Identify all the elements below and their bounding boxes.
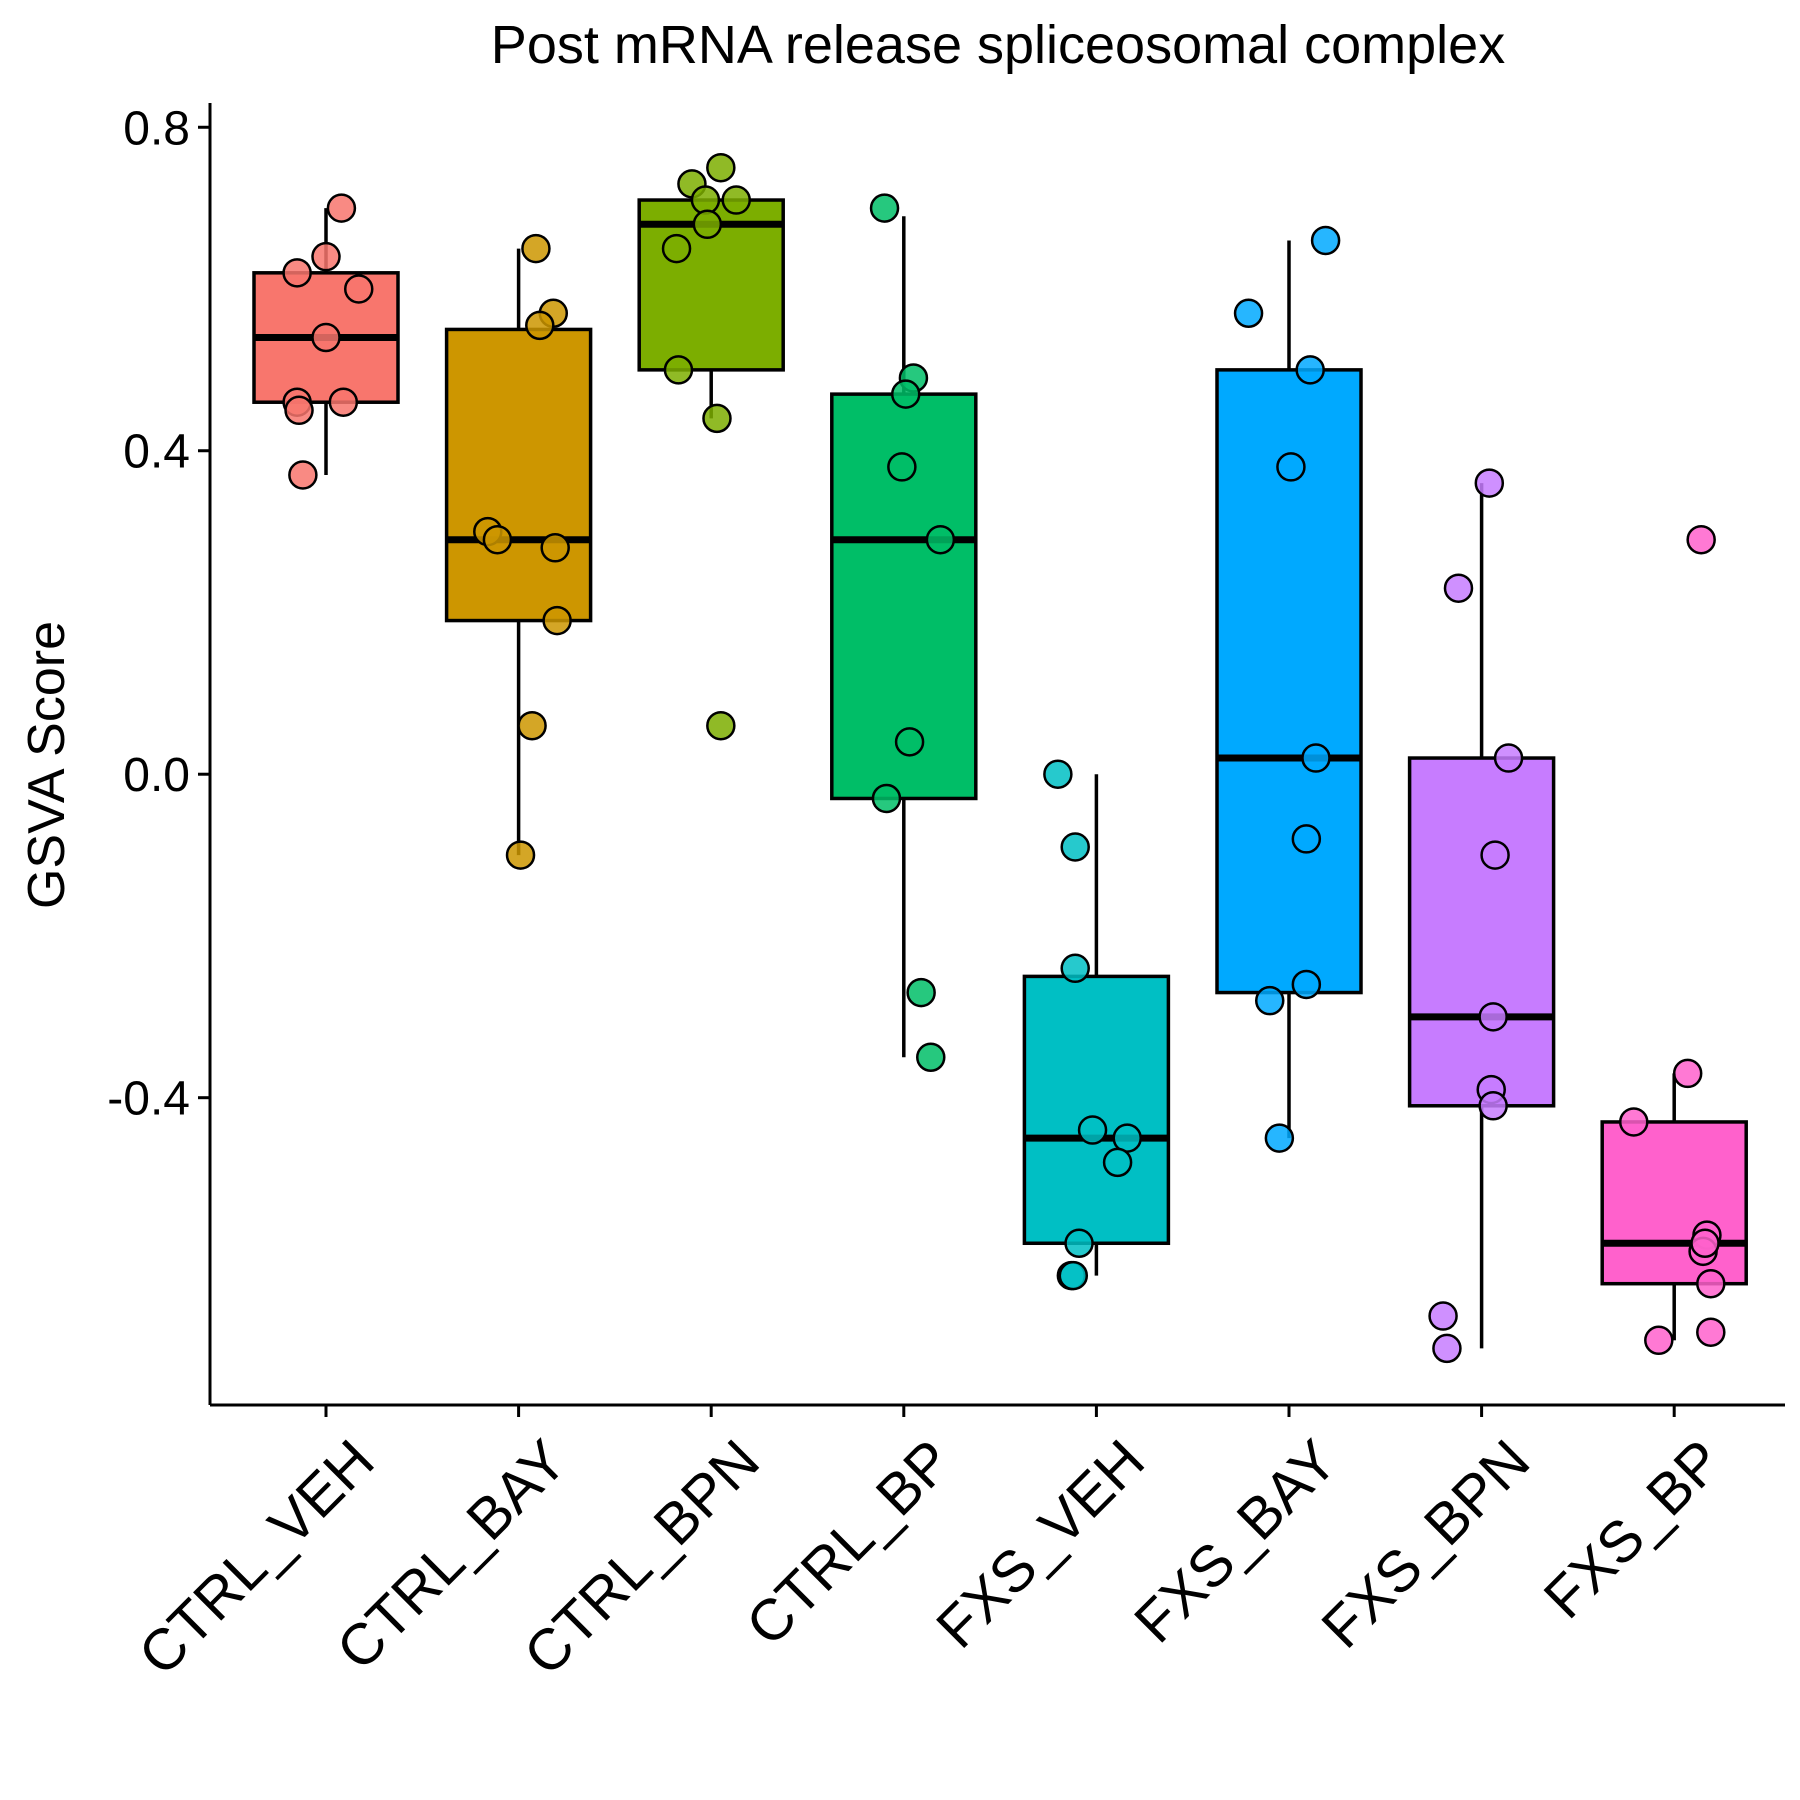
axes: -0.4 0.0 0.4 0.8 bbox=[107, 102, 1785, 1417]
data-point bbox=[661, 233, 692, 264]
data-point bbox=[871, 783, 902, 814]
data-point bbox=[721, 185, 751, 215]
data-point bbox=[311, 241, 341, 272]
data-point bbox=[887, 452, 917, 482]
data-point bbox=[1295, 355, 1325, 385]
data-point bbox=[706, 710, 736, 741]
data-point bbox=[1478, 1002, 1508, 1032]
data-point bbox=[328, 387, 359, 417]
data-point bbox=[343, 274, 374, 304]
data-point bbox=[282, 258, 312, 288]
data-point bbox=[288, 460, 318, 490]
data-point bbox=[869, 193, 900, 223]
data-point bbox=[284, 395, 314, 426]
box-CTRL_BAY bbox=[444, 327, 593, 623]
data-point bbox=[1264, 1123, 1295, 1153]
data-point bbox=[1060, 832, 1090, 862]
data-point bbox=[663, 355, 694, 385]
data-point bbox=[542, 605, 572, 636]
x-tick-label: FXS_VEH bbox=[924, 1428, 1157, 1661]
data-point bbox=[1480, 840, 1510, 870]
data-point bbox=[1060, 953, 1090, 984]
box-FXS_BP bbox=[1600, 1120, 1748, 1286]
data-point bbox=[916, 1042, 946, 1073]
data-point bbox=[1696, 1317, 1726, 1347]
x-tick-labels: CTRL_VEHCTRL_BAYCTRL_BPNCTRL_BPFXS_VEHFX… bbox=[126, 1428, 1734, 1688]
data-point bbox=[894, 727, 925, 757]
data-point bbox=[1428, 1301, 1458, 1331]
data-point bbox=[1619, 1107, 1649, 1137]
x-tick-label: FXS_BP bbox=[1532, 1428, 1735, 1631]
data-point bbox=[1291, 824, 1322, 854]
data-point bbox=[1043, 759, 1073, 789]
x-tick-label: FXS_BPN bbox=[1309, 1428, 1542, 1661]
data-point bbox=[1310, 225, 1341, 256]
data-point bbox=[326, 193, 357, 223]
boxes-layer bbox=[252, 198, 1748, 1349]
data-point bbox=[1291, 969, 1322, 1000]
data-point bbox=[906, 977, 936, 1008]
data-point bbox=[1432, 1333, 1462, 1364]
y-tick-label: 0.4 bbox=[123, 426, 190, 479]
y-axis-label: GSVA Score bbox=[18, 621, 76, 909]
data-point bbox=[690, 185, 721, 215]
data-point bbox=[890, 379, 921, 409]
data-point bbox=[1696, 1268, 1726, 1299]
x-tick-label: CTRL_BP bbox=[734, 1428, 965, 1659]
y-tick-label: 0.8 bbox=[123, 102, 190, 155]
data-point bbox=[311, 322, 341, 353]
data-point bbox=[1276, 452, 1306, 482]
data-point bbox=[1443, 573, 1474, 603]
data-point bbox=[1254, 985, 1285, 1016]
data-point bbox=[1301, 743, 1331, 773]
chart-title: Post mRNA release spliceosomal complex bbox=[491, 15, 1505, 75]
data-point bbox=[1644, 1325, 1674, 1356]
data-point bbox=[1493, 743, 1524, 773]
data-point bbox=[1112, 1123, 1142, 1153]
points-layer bbox=[282, 152, 1726, 1364]
data-point bbox=[1233, 298, 1264, 329]
data-point bbox=[1478, 1091, 1508, 1121]
data-point bbox=[1064, 1228, 1094, 1259]
data-point bbox=[706, 152, 736, 183]
data-point bbox=[1672, 1058, 1703, 1089]
data-point bbox=[521, 233, 551, 264]
data-point bbox=[1690, 1228, 1720, 1259]
data-point bbox=[925, 524, 956, 555]
data-point bbox=[692, 209, 723, 240]
data-point bbox=[1686, 524, 1716, 555]
data-point bbox=[1077, 1115, 1108, 1145]
data-point bbox=[505, 840, 536, 870]
data-point bbox=[1474, 468, 1505, 498]
y-tick-label: 0.0 bbox=[123, 749, 190, 802]
data-point bbox=[482, 524, 513, 555]
data-point bbox=[540, 533, 570, 563]
data-point bbox=[517, 710, 547, 741]
data-point bbox=[1058, 1260, 1089, 1291]
data-point bbox=[525, 310, 555, 341]
box-CTRL_BPN bbox=[637, 198, 785, 372]
box-FXS_BPN bbox=[1407, 756, 1556, 1108]
data-point bbox=[702, 403, 732, 434]
data-point bbox=[1102, 1147, 1133, 1178]
box-FXS_VEH bbox=[1022, 974, 1171, 1246]
y-tick-label: -0.4 bbox=[107, 1073, 190, 1126]
